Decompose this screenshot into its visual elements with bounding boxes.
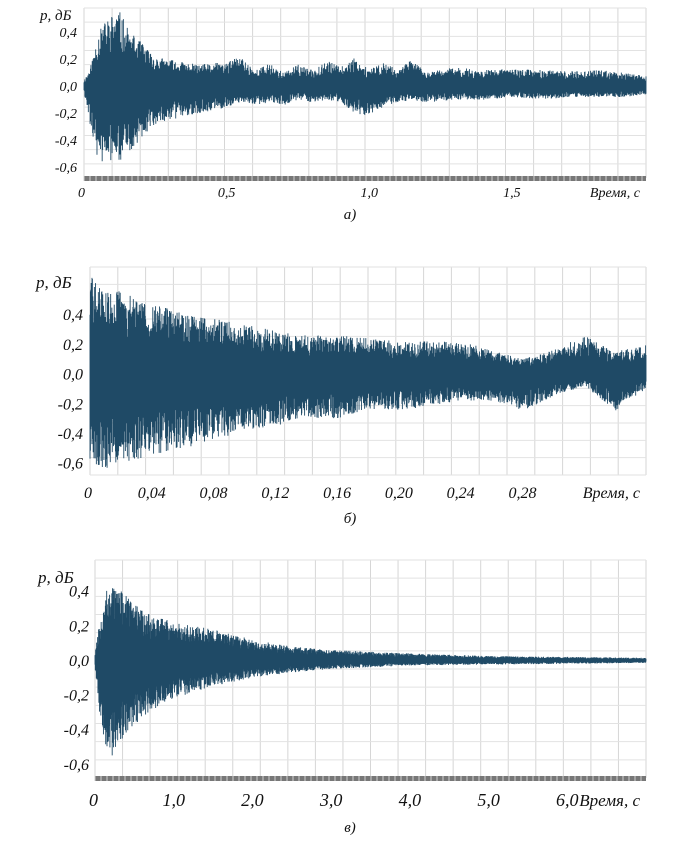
waveform-path [94,588,647,756]
y-tick-label: 0,0 [60,80,78,95]
x-tick-label: 0 [78,186,85,201]
waveform-series [94,588,647,756]
x-axis-label: Время, с [579,791,640,810]
y-tick-label: -0,2 [64,688,89,705]
x-tick-label: 5,0 [477,790,500,810]
chart-b: p, дБ 0,4 0,2 0,0 -0,2 -0,4 -0,60 0,04 0,08 0,12 0… [35,266,647,502]
chart-panel-a: p, дБ 0,4 0,2 0,0 -0,2 -0,4 -0,6 0 0,5 1,0 1,5 Врем… [0,0,700,205]
x-tick-label: 0,16 [323,485,351,502]
y-tick-label: -0,4 [64,722,89,739]
x-tick-label: 0,24 [447,485,475,502]
x-tick-label: 2,0 [241,790,264,810]
waveform-series [89,277,647,468]
y-tick-label: 0,2 [69,618,89,635]
y-axis-label: p, дБ [37,568,74,587]
y-tick-label: 0,2 [63,337,83,354]
y-tick-label: 0,0 [63,367,83,384]
waveform-series [83,12,647,162]
y-tick-label: 0,4 [69,584,89,601]
x-tick-label: 0,08 [200,485,228,502]
waveform-path [89,277,647,468]
x-tick-label: 4,0 [399,790,422,810]
x-axis-label: Время, с [583,485,640,502]
chart-panel-c: p, дБ 0,4 0,2 0,0 -0,2 -0,4 -0,6 0 1,0 2,0 3,0 4,0 5… [0,550,700,815]
y-axis-label: p, дБ [35,273,72,292]
caption-c: в) [344,820,356,836]
x-tick-label: 1,0 [361,186,379,201]
x-axis-label: Время, с [590,186,641,201]
x-tick-label: 6,0 [556,790,579,810]
y-tick-label: 0,4 [60,26,78,41]
x-tick-label: 0,5 [218,186,236,201]
axis-ruler [84,176,646,181]
x-tick-label: 0 [84,485,92,502]
caption-b: б) [343,511,357,527]
y-tick-label: 0,4 [63,307,83,324]
x-tick-label: 3,0 [319,790,343,810]
x-tick-label: 0,20 [385,485,413,502]
y-axis-label: p, дБ [39,8,72,24]
y-tick-label: 0,2 [60,53,78,68]
y-tick-label: -0,4 [58,426,83,443]
y-tick-label: -0,6 [58,456,83,473]
y-tick-label: -0,2 [55,107,77,122]
y-tick-label: -0,6 [55,161,77,176]
x-tick-label: 1,5 [503,186,521,201]
x-tick-label: 1,0 [162,790,185,810]
x-tick-label: 0,04 [138,485,166,502]
waveform-path [83,12,647,162]
y-tick-label: 0,0 [69,653,89,670]
chart-a: p, дБ 0,4 0,2 0,0 -0,2 -0,4 -0,60 0,5 1,0 1,5 Врем… [39,7,647,201]
y-tick-label: -0,2 [58,396,83,413]
y-tick-label: -0,6 [64,757,89,774]
y-tick-label: -0,4 [55,134,77,149]
chart-panel-b: p, дБ 0,4 0,2 0,0 -0,2 -0,4 -0,6 0 0,04 0,08 0,12 0… [0,262,700,507]
x-tick-label: 0,12 [261,485,289,502]
x-tick-label: 0,28 [508,485,536,502]
caption-a: а) [343,207,357,223]
chart-c: p, дБ0,4 0,2 0,0 -0,2 -0,4 -0,60 1,0 2,0 3,0 4,0 5… [37,559,647,810]
x-tick-label: 0 [89,790,98,810]
